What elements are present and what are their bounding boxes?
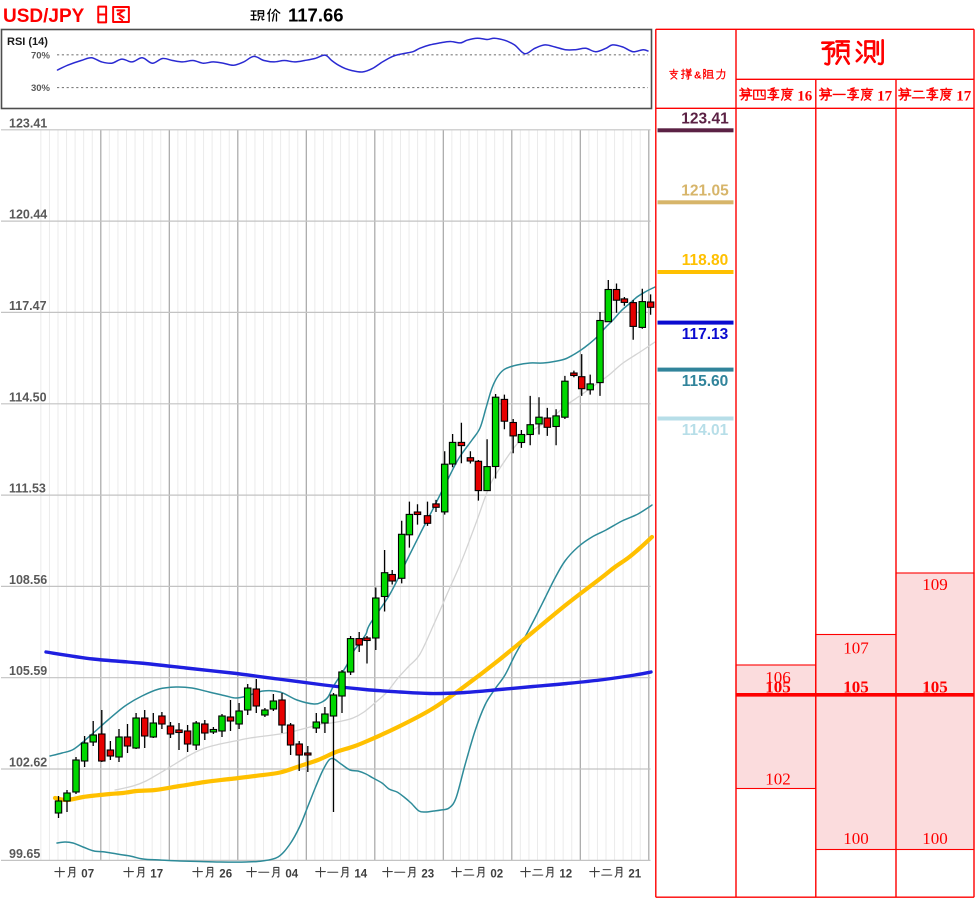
svg-text:107: 107 (843, 639, 869, 658)
svg-text:17: 17 (150, 869, 163, 881)
svg-text:115.60: 115.60 (682, 373, 729, 390)
svg-text:17: 17 (877, 89, 893, 105)
svg-text:105: 105 (843, 678, 869, 697)
svg-text:26: 26 (219, 869, 232, 881)
svg-text:99.65: 99.65 (9, 847, 40, 861)
svg-text:02: 02 (490, 869, 503, 881)
svg-text:123.41: 123.41 (9, 116, 47, 130)
svg-text:106: 106 (765, 668, 791, 687)
svg-text:111.53: 111.53 (9, 482, 46, 496)
svg-text:102: 102 (765, 770, 791, 789)
svg-text:USD/JPY: USD/JPY (3, 6, 85, 27)
svg-text:21: 21 (628, 869, 641, 881)
svg-text:100: 100 (922, 829, 948, 848)
svg-text:&: & (694, 70, 702, 82)
svg-text:70%: 70% (31, 51, 51, 62)
svg-text:121.05: 121.05 (681, 182, 729, 199)
svg-text:100: 100 (843, 829, 869, 848)
svg-text:102.62: 102.62 (9, 756, 47, 770)
svg-text:118.80: 118.80 (682, 252, 729, 269)
svg-text:16: 16 (797, 89, 813, 105)
svg-text:114.01: 114.01 (682, 422, 729, 439)
svg-text:30%: 30% (31, 83, 51, 94)
svg-text:117.66: 117.66 (288, 5, 344, 26)
svg-text:120.44: 120.44 (9, 208, 47, 222)
svg-text:105: 105 (765, 678, 791, 697)
svg-text:07: 07 (81, 869, 94, 881)
svg-text:23: 23 (421, 869, 434, 881)
svg-text:114.50: 114.50 (9, 390, 47, 404)
svg-text:04: 04 (285, 869, 298, 881)
svg-text:17: 17 (956, 89, 972, 105)
svg-text:105: 105 (922, 678, 948, 697)
svg-text:117.13: 117.13 (682, 326, 729, 343)
svg-text:123.41: 123.41 (681, 110, 729, 127)
svg-text:109: 109 (922, 575, 948, 594)
svg-text:117.47: 117.47 (9, 299, 47, 313)
svg-text:108.56: 108.56 (9, 573, 47, 587)
svg-text:12: 12 (559, 869, 572, 881)
svg-text:RSI (14): RSI (14) (7, 36, 48, 48)
svg-text:105.59: 105.59 (9, 664, 47, 678)
svg-text:14: 14 (354, 869, 367, 881)
